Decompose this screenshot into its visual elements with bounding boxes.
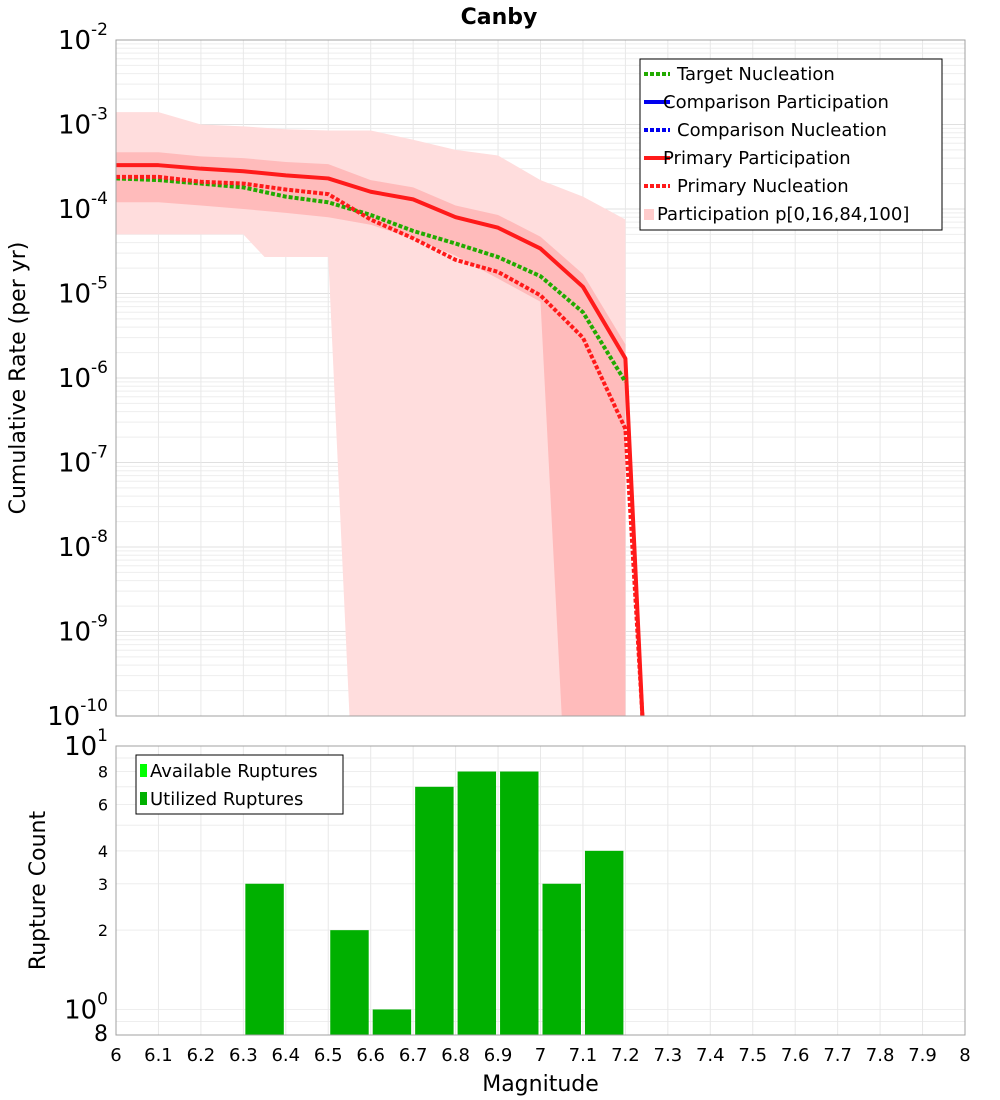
- bottom-grid: [115, 746, 966, 1036]
- x-tick-label: 7.9: [908, 1045, 937, 1066]
- svg-text:10-8: 10-8: [58, 527, 108, 563]
- svg-text:10-3: 10-3: [58, 105, 108, 141]
- x-tick-label: 6.7: [399, 1045, 428, 1066]
- x-tick-label: 6.6: [356, 1045, 385, 1066]
- y-tick-label: 10-3: [58, 105, 108, 141]
- y-tick-label: 8: [94, 1022, 108, 1047]
- series-line: [116, 163, 645, 717]
- y-tick-label: 8: [98, 763, 108, 782]
- rupture-bar: [415, 786, 454, 1035]
- y-tick-label: 10-4: [58, 189, 108, 225]
- x-tick-label: 6.4: [271, 1045, 300, 1066]
- rupture-bar: [584, 850, 624, 1035]
- legend-swatch: [140, 792, 147, 805]
- x-tick-label: 7: [535, 1045, 546, 1066]
- y-tick-label: 10-5: [58, 274, 108, 310]
- legend-swatch: [140, 764, 147, 777]
- legend-label: Primary Participation: [663, 148, 851, 169]
- y-tick-label: 101: [64, 726, 108, 762]
- x-tick-label: 6.5: [314, 1045, 343, 1066]
- svg-text:101: 101: [64, 726, 108, 762]
- x-tick-label: 6.8: [441, 1045, 470, 1066]
- legend-label: Target Nucleation: [676, 64, 835, 85]
- svg-text:10-6: 10-6: [58, 358, 108, 394]
- y-axis-label: Rupture Count: [26, 811, 51, 971]
- x-tick-label: 7.4: [696, 1045, 725, 1066]
- legend-label: Comparison Nucleation: [677, 120, 887, 141]
- x-tick-label: 6: [110, 1045, 121, 1066]
- x-tick-label: 8: [959, 1045, 970, 1066]
- y-tick-label: 10-8: [58, 527, 108, 563]
- top-legend: Target Nucleation Comparison Participatio…: [639, 58, 943, 231]
- x-tick-label: 7.6: [781, 1045, 810, 1066]
- x-tick-label: 7.5: [738, 1045, 767, 1066]
- y-tick-label: 100: [64, 989, 108, 1025]
- y-tick-label: 10-2: [58, 20, 108, 56]
- legend-label: Participation p[0,16,84,100]: [657, 204, 909, 225]
- x-tick-label: 7.2: [611, 1045, 640, 1066]
- y-tick-label: 10-10: [47, 696, 108, 732]
- legend-swatch: [644, 209, 654, 220]
- svg-text:10-7: 10-7: [58, 443, 108, 479]
- x-tick-label: 6.3: [229, 1045, 258, 1066]
- legend-label: Available Ruptures: [150, 761, 318, 782]
- rupture-bar: [457, 771, 497, 1035]
- rupture-bar: [245, 883, 284, 1035]
- chart-title: Canby: [461, 5, 538, 30]
- x-tick-label: 7.1: [569, 1045, 598, 1066]
- legend-box: [135, 754, 344, 815]
- svg-text:100: 100: [64, 989, 108, 1025]
- y-tick-label: 3: [98, 875, 108, 894]
- rupture-bar: [542, 883, 581, 1035]
- y-tick-label: 10-6: [58, 358, 108, 394]
- svg-text:10-4: 10-4: [58, 189, 108, 225]
- participation-band: [116, 152, 626, 716]
- x-tick-label: 7.7: [823, 1045, 852, 1066]
- svg-text:10-5: 10-5: [58, 274, 108, 310]
- svg-text:10-9: 10-9: [58, 612, 108, 648]
- legend-label: Primary Nucleation: [677, 176, 849, 197]
- y-tick-label: 10-9: [58, 612, 108, 648]
- x-tick-label: 7.8: [866, 1045, 895, 1066]
- y-tick-label: 2: [98, 921, 108, 940]
- svg-text:10-2: 10-2: [58, 20, 108, 56]
- bottom-legend: Available Ruptures Utilized Ruptures: [135, 754, 344, 815]
- rupture-bar: [372, 1009, 412, 1035]
- y-axis-label: Cumulative Rate (per yr): [6, 242, 31, 515]
- y-tick-label: 4: [98, 842, 108, 861]
- rupture-bar: [330, 930, 369, 1035]
- top-plot-border: [115, 39, 966, 717]
- bottom-plot-border: [115, 745, 966, 1036]
- x-tick-label: 6.9: [484, 1045, 513, 1066]
- y-tick-label: 6: [98, 795, 108, 814]
- rupture-bar: [500, 771, 539, 1035]
- x-tick-label: 6.2: [187, 1045, 216, 1066]
- y-tick-label: 10-7: [58, 443, 108, 479]
- x-tick-label: 6.1: [144, 1045, 173, 1066]
- x-tick-label: 7.3: [654, 1045, 683, 1066]
- series-line: [116, 174, 645, 717]
- legend-label: Comparison Participation: [663, 92, 889, 113]
- x-axis-label: Magnitude: [482, 1072, 599, 1097]
- svg-text:10-10: 10-10: [47, 696, 108, 732]
- legend-label: Utilized Ruptures: [150, 789, 303, 810]
- legend-box: [639, 58, 943, 231]
